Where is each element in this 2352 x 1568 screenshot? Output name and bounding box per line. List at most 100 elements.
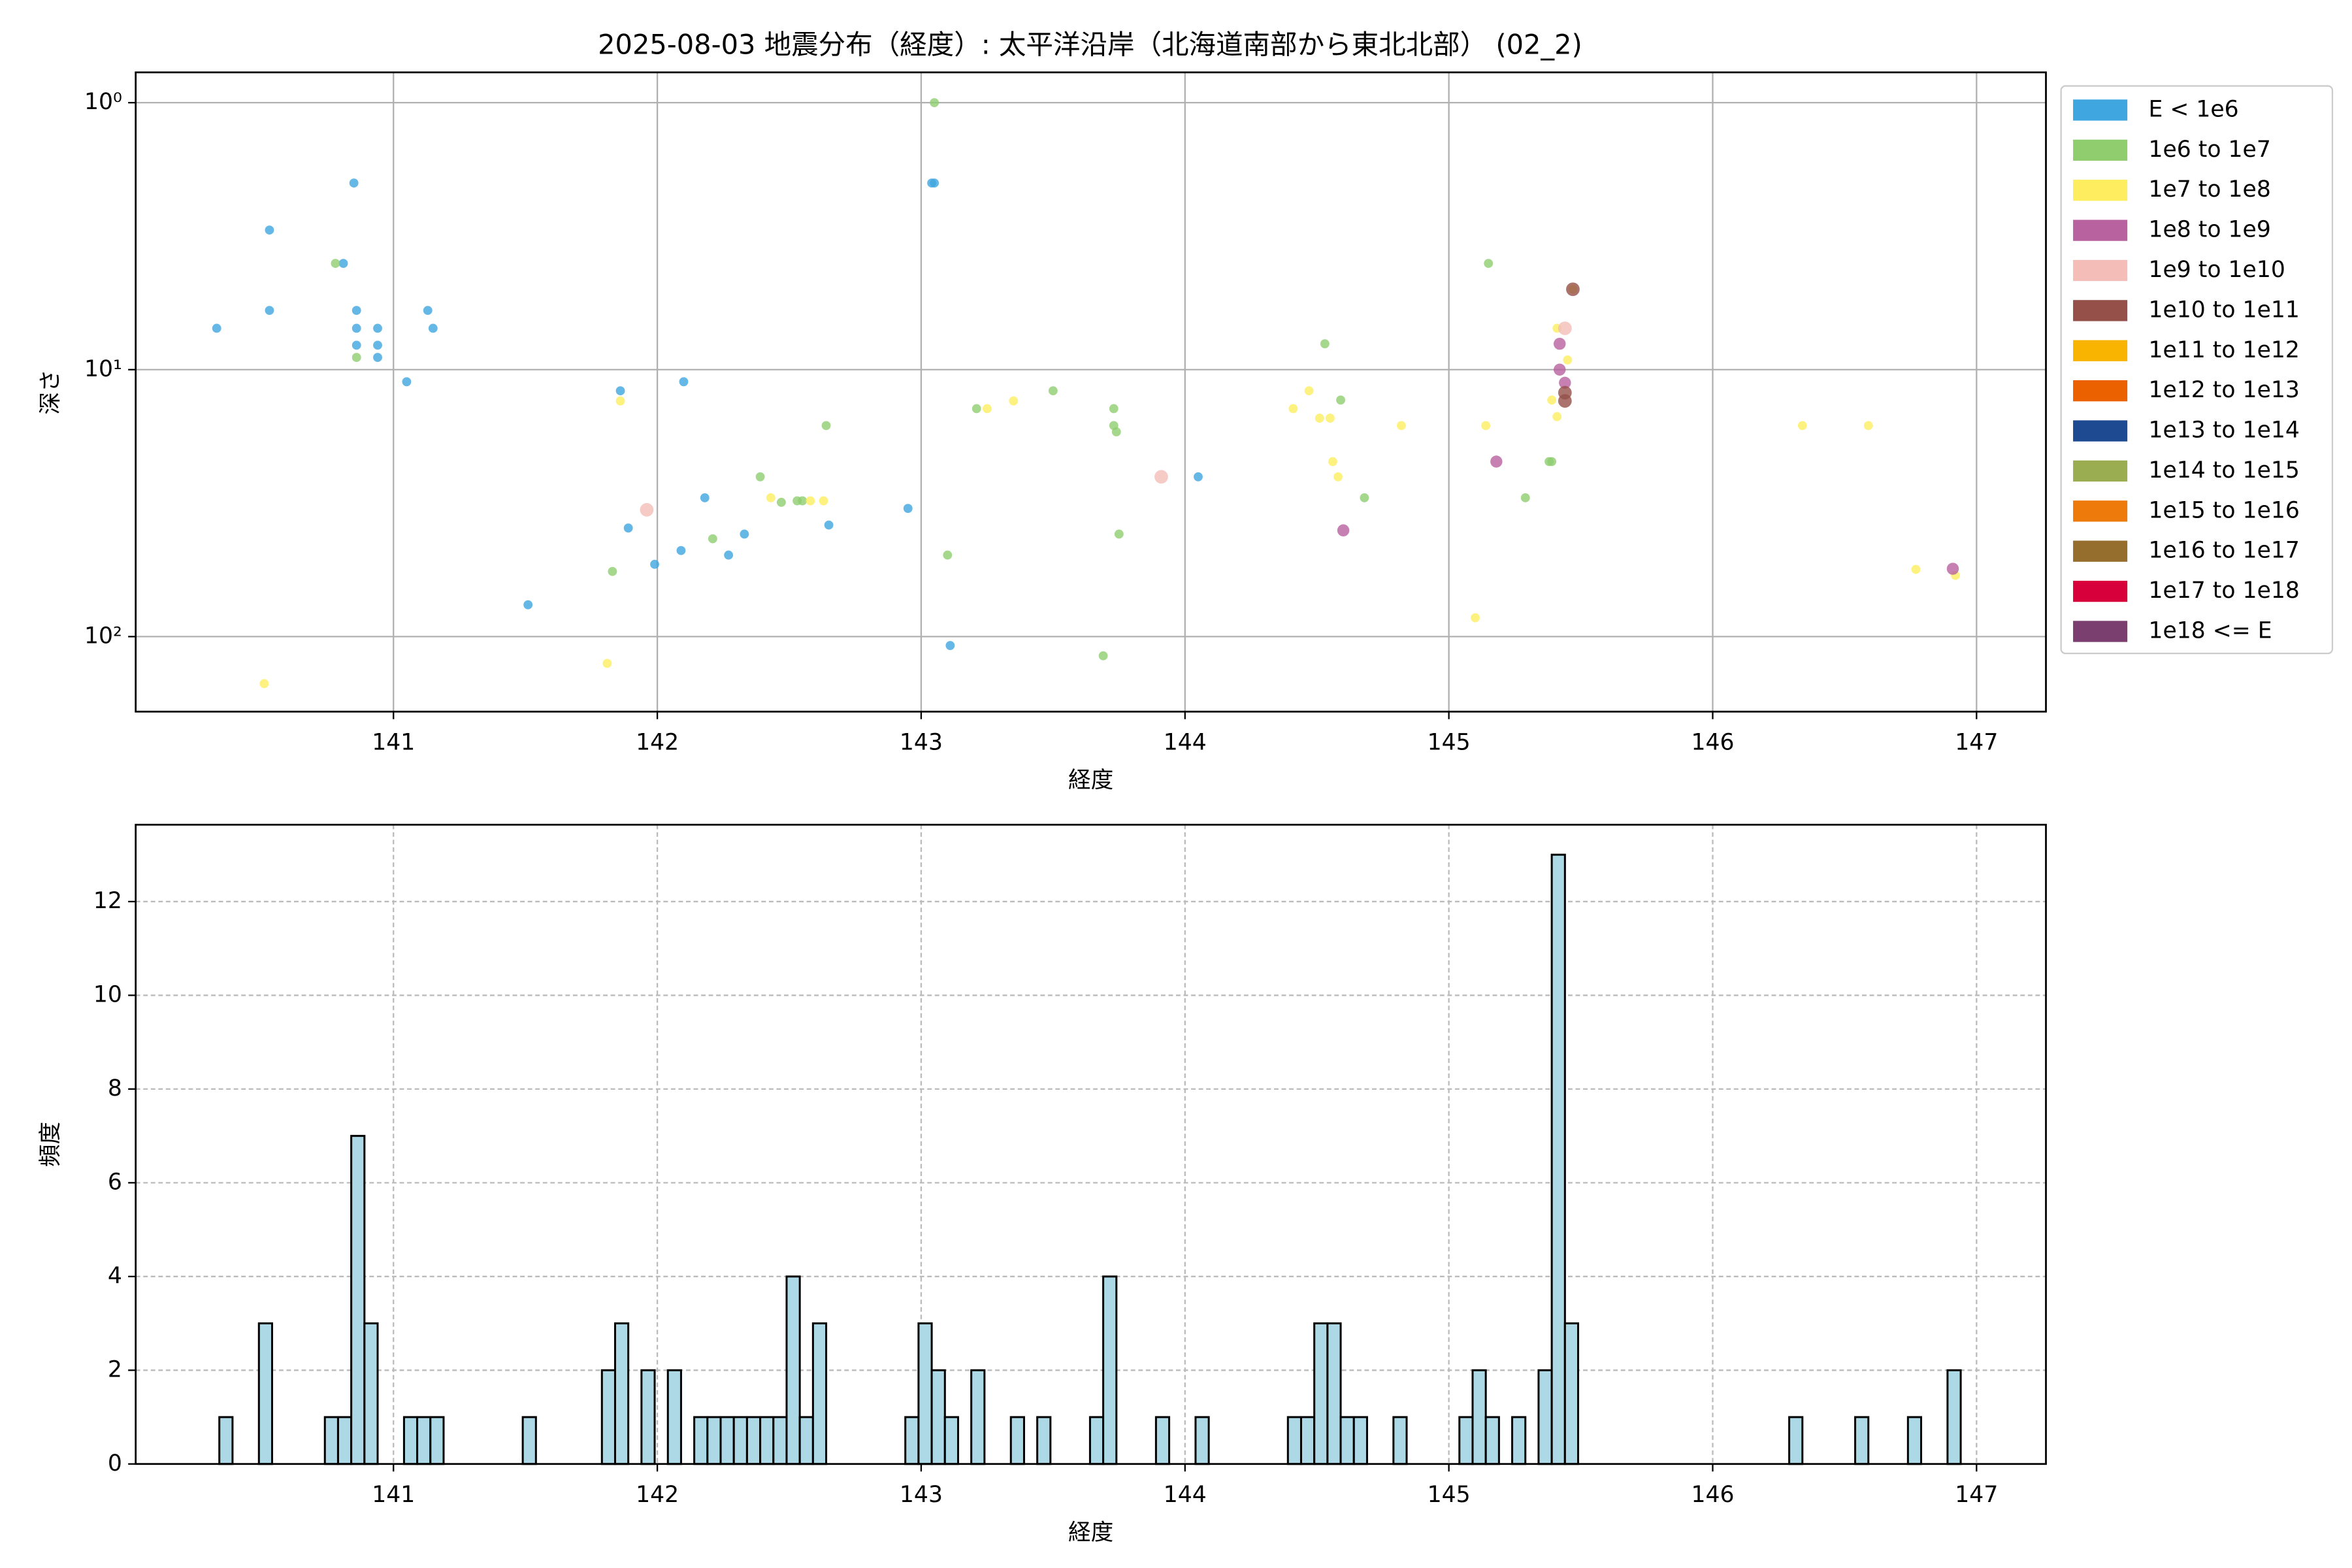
bar: [640, 1369, 656, 1465]
x-tick-label: 143: [900, 1482, 943, 1508]
bar: [1326, 1322, 1342, 1465]
point: [423, 306, 433, 316]
point: [708, 534, 717, 544]
point: [265, 306, 274, 316]
bar: [706, 1416, 722, 1465]
point: [1520, 493, 1530, 502]
bar: [1102, 1275, 1118, 1465]
legend-swatch: [2073, 180, 2128, 201]
x-tick-label: 146: [1691, 730, 1734, 756]
point: [776, 497, 786, 507]
point: [766, 493, 776, 502]
bar: [1352, 1416, 1368, 1465]
bar: [904, 1416, 920, 1465]
point: [819, 496, 828, 506]
legend-swatch: [2073, 340, 2128, 361]
point: [798, 496, 808, 506]
point: [1360, 493, 1369, 502]
bar: [917, 1322, 933, 1465]
legend-swatch: [2073, 580, 2128, 602]
x-tick-label: 147: [1955, 730, 1998, 756]
legend-label: 1e13 to 1e14: [2148, 417, 2299, 444]
legend-label: 1e18 <= E: [2148, 617, 2272, 644]
x-tick-label: 146: [1691, 1482, 1734, 1508]
point: [1336, 395, 1345, 405]
point: [806, 496, 815, 506]
bar: [1511, 1416, 1527, 1465]
bar: [1194, 1416, 1210, 1465]
bar: [1537, 1369, 1553, 1465]
point: [1154, 470, 1168, 484]
x-tick-label: 145: [1428, 730, 1471, 756]
point: [679, 377, 689, 387]
point: [1559, 376, 1571, 389]
point: [930, 178, 939, 188]
plot-frame: [135, 823, 2047, 1465]
point: [331, 259, 340, 269]
bar: [1458, 1416, 1474, 1465]
bar: [772, 1416, 788, 1465]
bar: [350, 1135, 366, 1465]
legend-label: 1e16 to 1e17: [2148, 538, 2299, 564]
point: [373, 323, 382, 333]
point: [1554, 337, 1566, 350]
point: [1558, 394, 1572, 408]
y-tick-label: 6: [108, 1169, 122, 1195]
point: [1547, 395, 1557, 405]
legend-box: [2060, 85, 2334, 655]
point: [402, 377, 412, 387]
y-axis-label: 頻度: [37, 1122, 63, 1167]
point: [259, 679, 269, 689]
point: [982, 404, 992, 414]
bar: [336, 1416, 353, 1465]
bar: [416, 1416, 432, 1465]
bar: [666, 1369, 682, 1465]
point: [724, 550, 734, 560]
bar: [363, 1322, 379, 1465]
point: [676, 546, 686, 555]
point: [1194, 472, 1203, 482]
legend-label: E < 1e6: [2148, 96, 2238, 122]
y-axis-label: 深さ: [37, 369, 63, 414]
point: [351, 323, 361, 333]
point: [373, 353, 382, 362]
point: [1288, 404, 1298, 414]
bar: [970, 1369, 986, 1465]
point: [1328, 457, 1337, 466]
point: [1009, 396, 1019, 406]
bar: [745, 1416, 762, 1465]
point: [351, 340, 361, 350]
legend-label: 1e8 to 1e9: [2148, 217, 2270, 243]
point: [1547, 457, 1557, 466]
point: [903, 504, 913, 514]
bar: [613, 1322, 630, 1465]
y-tick-label: 10⁰: [84, 89, 122, 115]
bar: [1299, 1416, 1316, 1465]
legend-swatch: [2073, 540, 2128, 562]
x-tick-label: 147: [1955, 1482, 1998, 1508]
x-tick-label: 142: [636, 730, 679, 756]
legend-swatch: [2073, 460, 2128, 482]
legend-swatch: [2073, 500, 2128, 522]
point: [1048, 386, 1058, 396]
point: [1566, 282, 1580, 297]
bar: [1854, 1416, 1870, 1465]
point: [1333, 472, 1343, 482]
bar: [732, 1416, 748, 1465]
bar: [1788, 1416, 1804, 1465]
point: [943, 550, 953, 560]
point: [1481, 421, 1491, 431]
point: [824, 520, 834, 530]
y-tick-label: 0: [108, 1450, 122, 1477]
bar: [323, 1416, 339, 1465]
y-tick-label: 2: [108, 1356, 122, 1382]
point: [1114, 529, 1124, 539]
legend-swatch: [2073, 300, 2128, 321]
legend-label: 1e14 to 1e15: [2148, 457, 2299, 483]
point: [1098, 651, 1108, 661]
bar: [600, 1369, 616, 1465]
point: [1946, 563, 1959, 575]
bar: [785, 1275, 801, 1465]
bar: [1563, 1322, 1580, 1465]
